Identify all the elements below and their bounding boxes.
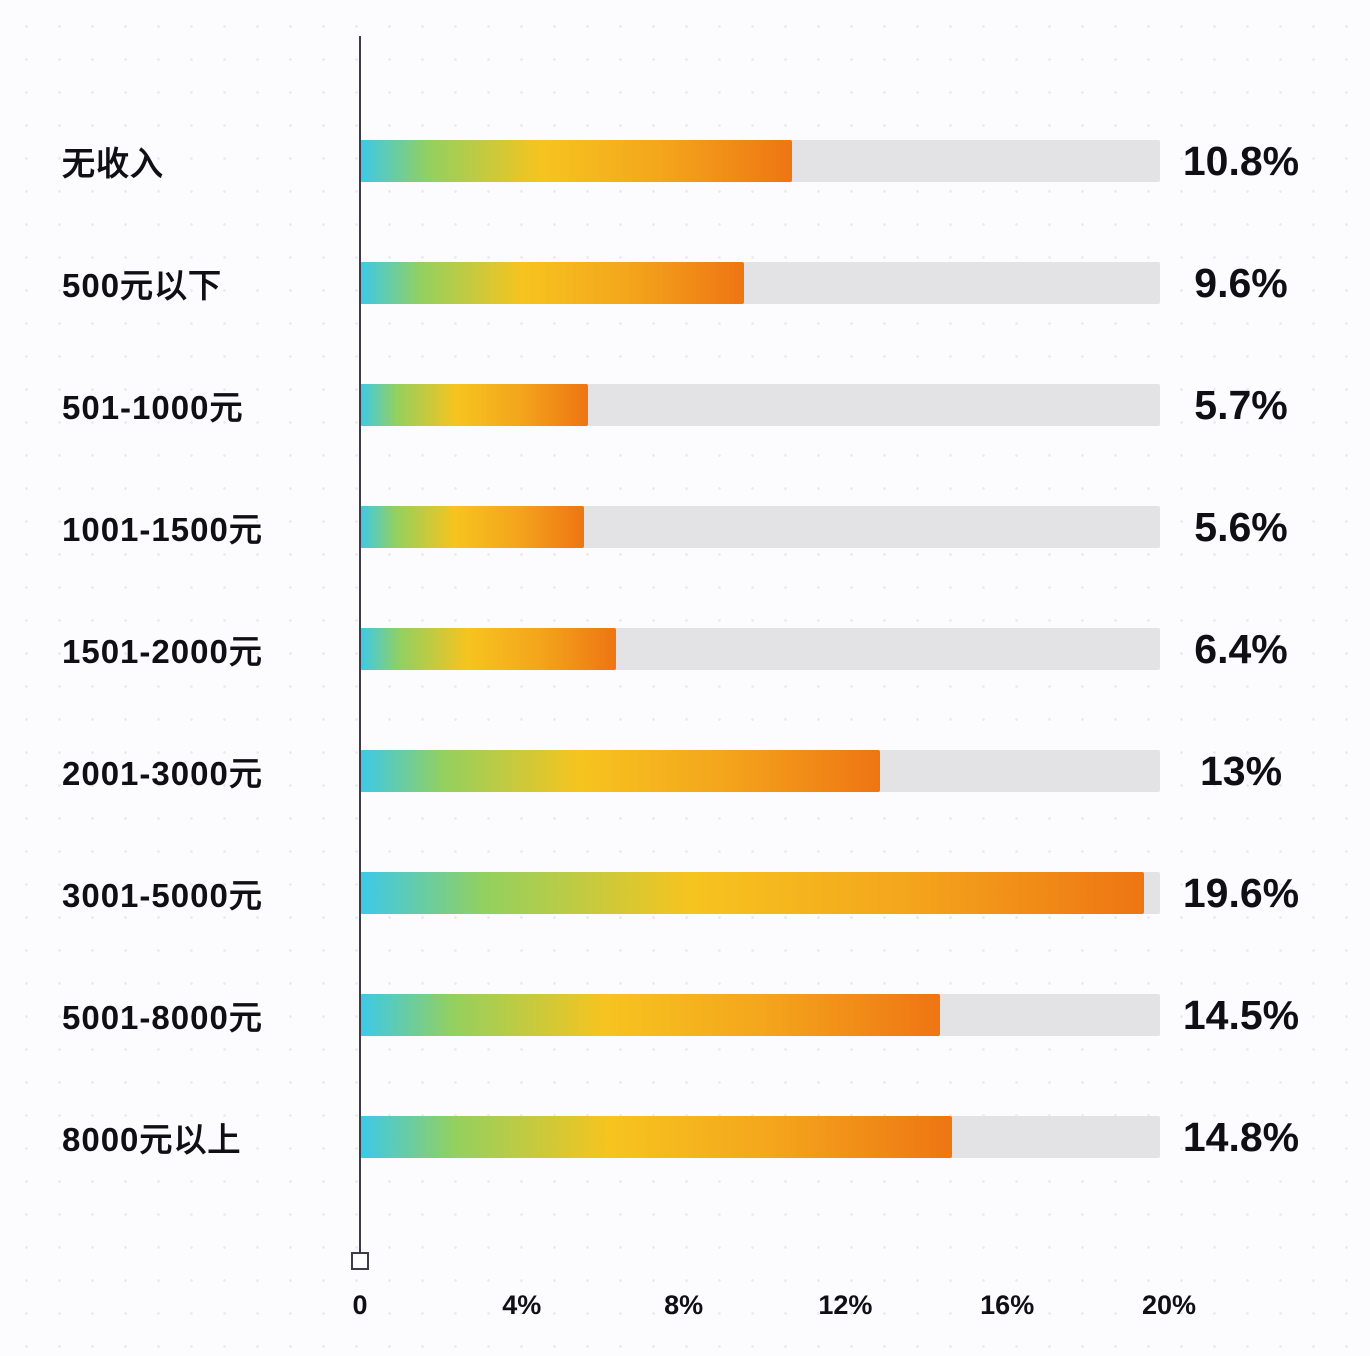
bar-track [360,1116,1160,1158]
value-label: 19.6% [1182,869,1300,916]
bar-row: 501-1000元 5.7% [0,344,1370,466]
bar-row: 8000元以上 14.8% [0,1076,1370,1198]
bar-row: 3001-5000元 19.6% [0,832,1370,954]
x-tick-label: 16% [980,1290,1035,1320]
category-label: 1001-1500元 [62,511,263,548]
bar [360,628,616,670]
category-label: 5001-8000元 [62,999,263,1036]
bar-track [360,384,1160,426]
bar [360,872,1144,914]
value-label: 9.6% [1194,259,1288,306]
bar [360,262,744,304]
value-label: 5.7% [1194,381,1288,428]
bar-track [360,628,1160,670]
bar [360,384,588,426]
x-tick-label: 0 [352,1290,368,1320]
bar-row: 5001-8000元 14.5% [0,954,1370,1076]
bar-track [360,262,1160,304]
bar-track [360,994,1160,1036]
x-axis: 0 4% 8% 12% 16% 20% [352,1290,1196,1330]
bar-track [360,506,1160,548]
x-tick-label: 8% [664,1290,704,1320]
bar-rows-container: 无收入 10.8% 500元以下 9.6% 501-1000元 5.7% 1001-1500… [0,100,1370,1198]
axis-origin-marker [351,1252,369,1270]
bar [360,994,940,1036]
bar-track [360,750,1160,792]
value-label: 5.6% [1194,503,1288,550]
category-label: 无收入 [62,145,164,182]
value-label: 10.8% [1182,137,1300,184]
bar [360,750,880,792]
category-label: 500元以下 [62,267,223,304]
y-axis-line [359,36,361,1252]
value-label: 14.8% [1182,1113,1300,1160]
x-tick-label: 20% [1141,1290,1197,1320]
category-label: 501-1000元 [62,389,244,426]
value-label: 14.5% [1182,991,1300,1038]
bar-track [360,140,1160,182]
category-label: 2001-3000元 [62,755,263,792]
category-label: 8000元以上 [62,1121,242,1158]
value-label: 6.4% [1194,625,1288,672]
bar-row: 1501-2000元 6.4% [0,588,1370,710]
bar-row: 500元以下 9.6% [0,222,1370,344]
value-label: 13% [1199,747,1283,794]
bar-row: 无收入 10.8% [0,100,1370,222]
bar-row: 2001-3000元 13% [0,710,1370,832]
bar [360,506,584,548]
category-label: 3001-5000元 [62,877,263,914]
x-tick-label: 12% [818,1290,873,1320]
bar-row: 1001-1500元 5.6% [0,466,1370,588]
bar-track [360,872,1160,914]
bar [360,140,792,182]
x-tick-label: 4% [502,1290,542,1320]
bar [360,1116,952,1158]
category-label: 1501-2000元 [62,633,263,670]
